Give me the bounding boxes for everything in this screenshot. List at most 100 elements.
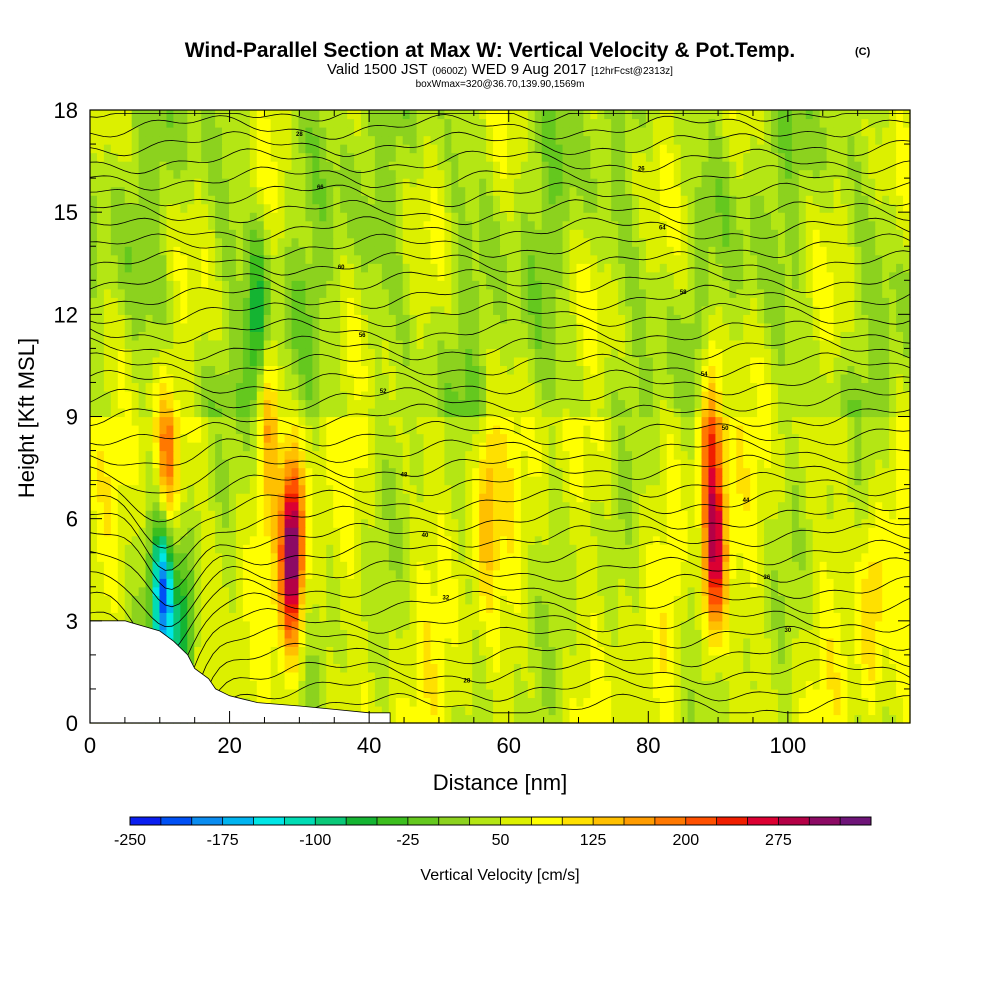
field-cell (611, 433, 619, 443)
field-cell (486, 629, 494, 639)
field-cell (819, 595, 828, 605)
field-cell (312, 390, 320, 401)
field-cell (249, 646, 258, 656)
field-cell (110, 416, 119, 426)
field-cell (444, 510, 452, 520)
field-cell (882, 705, 890, 716)
field-cell (645, 399, 654, 409)
field-cell (777, 382, 786, 392)
field-cell (861, 493, 869, 503)
field-cell (889, 390, 897, 401)
field-cell (708, 365, 717, 375)
field-cell (305, 442, 313, 452)
field-cell (479, 493, 487, 503)
field-cell (277, 654, 286, 664)
field-cell (798, 399, 807, 409)
field-cell (680, 399, 689, 409)
field-cell (847, 518, 856, 528)
field-cell (173, 544, 181, 554)
field-cell (131, 493, 140, 503)
field-cell (555, 527, 564, 537)
field-cell (228, 373, 237, 384)
field-cell (500, 561, 508, 571)
field-cell (423, 399, 432, 409)
field-cell (263, 552, 272, 562)
field-cell (583, 493, 591, 503)
field-cell (694, 535, 703, 545)
field-cell (896, 450, 904, 460)
field-cell (194, 578, 202, 588)
field-cell (861, 663, 869, 673)
field-cell (208, 399, 216, 409)
field-cell (840, 552, 849, 562)
field-cell (632, 382, 640, 392)
field-cell (757, 493, 765, 503)
field-cell (777, 637, 786, 647)
field-cell (451, 595, 459, 605)
field-cell (249, 459, 258, 469)
field-cell (367, 569, 376, 579)
field-cell (750, 646, 758, 656)
field-cell (590, 399, 598, 409)
field-cell (263, 697, 272, 707)
field-cell (729, 407, 737, 418)
field-cell (527, 442, 536, 452)
field-cell (701, 493, 710, 503)
field-cell (249, 518, 258, 528)
field-cell (562, 390, 571, 401)
field-cell (110, 535, 119, 545)
field-cell (333, 365, 341, 375)
field-cell (527, 373, 536, 384)
field-cell (805, 680, 814, 690)
field-cell (722, 467, 730, 477)
field-cell (757, 603, 765, 613)
field-cell (764, 390, 772, 401)
field-cell (840, 527, 849, 537)
field-cell (903, 620, 911, 630)
field-cell (222, 603, 230, 613)
field-cell (270, 697, 279, 707)
field-cell (576, 425, 584, 435)
field-cell (625, 561, 633, 571)
field-cell (750, 510, 758, 520)
field-cell (854, 382, 862, 392)
field-cell (235, 382, 244, 392)
field-cell (618, 663, 626, 673)
field-cell (194, 365, 202, 375)
field-cell (694, 442, 703, 452)
field-cell (340, 399, 348, 409)
field-cell (548, 390, 557, 401)
field-cell (138, 433, 147, 443)
field-cell (701, 705, 710, 716)
field-cell (437, 535, 446, 545)
field-cell (208, 518, 216, 528)
field-cell (618, 518, 626, 528)
field-cell (569, 603, 578, 613)
field-cell (750, 433, 758, 443)
field-cell (159, 612, 168, 622)
field-cell (354, 407, 362, 418)
field-cell (138, 603, 147, 613)
field-cell (611, 646, 619, 656)
field-cell (201, 356, 209, 367)
field-cell (868, 595, 876, 605)
field-cell (847, 569, 856, 579)
field-cell (597, 459, 605, 469)
field-cell (138, 493, 147, 503)
field-cell (903, 603, 911, 613)
field-cell (701, 467, 710, 477)
field-cell (638, 527, 647, 537)
field-cell (777, 629, 786, 639)
field-cell (701, 373, 710, 384)
field-cell (451, 620, 459, 630)
field-cell (208, 356, 216, 367)
field-cell (889, 365, 897, 375)
field-cell (534, 493, 543, 503)
field-cell (340, 535, 348, 545)
field-cell (896, 365, 904, 375)
field-cell (465, 612, 473, 622)
field-cell (194, 527, 202, 537)
field-cell (701, 671, 710, 682)
field-cell (861, 425, 869, 435)
field-cell (791, 637, 800, 647)
